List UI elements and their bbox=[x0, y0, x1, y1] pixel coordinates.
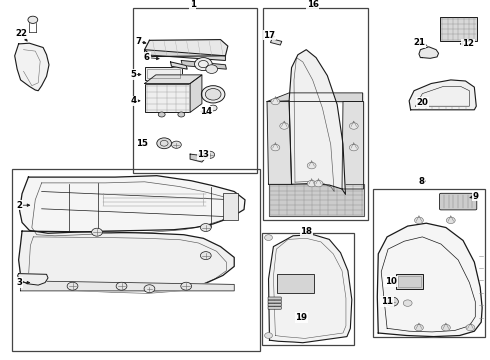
Bar bbox=[147, 69, 180, 78]
Circle shape bbox=[195, 58, 212, 71]
Text: 20: 20 bbox=[416, 98, 428, 107]
Circle shape bbox=[265, 333, 272, 338]
Circle shape bbox=[466, 324, 475, 331]
Polygon shape bbox=[270, 39, 282, 45]
Circle shape bbox=[116, 282, 127, 290]
Bar bbox=[277, 274, 314, 293]
Circle shape bbox=[265, 235, 272, 240]
Polygon shape bbox=[289, 50, 345, 194]
Circle shape bbox=[386, 297, 398, 306]
Circle shape bbox=[446, 217, 455, 224]
Text: 8: 8 bbox=[418, 177, 424, 186]
Bar bbox=[373, 189, 485, 337]
Polygon shape bbox=[20, 176, 245, 233]
Text: 17: 17 bbox=[264, 31, 275, 40]
Circle shape bbox=[441, 324, 450, 331]
Text: 11: 11 bbox=[381, 297, 393, 306]
Text: 3: 3 bbox=[17, 278, 23, 287]
Polygon shape bbox=[269, 184, 364, 216]
FancyBboxPatch shape bbox=[268, 297, 281, 300]
Bar bbox=[12, 169, 260, 351]
Text: 19: 19 bbox=[295, 313, 307, 322]
Text: 18: 18 bbox=[300, 227, 312, 236]
Text: 10: 10 bbox=[385, 277, 397, 286]
Circle shape bbox=[349, 144, 358, 151]
Polygon shape bbox=[419, 47, 439, 58]
Circle shape bbox=[280, 123, 289, 129]
Polygon shape bbox=[145, 50, 225, 60]
Polygon shape bbox=[342, 102, 364, 189]
Bar bbox=[263, 8, 368, 220]
Circle shape bbox=[158, 112, 165, 117]
Text: 21: 21 bbox=[413, 38, 425, 47]
Circle shape bbox=[307, 180, 316, 187]
Text: 16: 16 bbox=[307, 0, 318, 9]
Text: 9: 9 bbox=[472, 192, 478, 201]
Circle shape bbox=[201, 86, 225, 103]
Circle shape bbox=[314, 180, 323, 187]
Circle shape bbox=[92, 228, 102, 236]
Polygon shape bbox=[377, 223, 482, 337]
FancyBboxPatch shape bbox=[440, 193, 477, 210]
Polygon shape bbox=[21, 281, 234, 291]
Circle shape bbox=[28, 16, 38, 23]
Circle shape bbox=[415, 324, 423, 331]
Polygon shape bbox=[190, 75, 202, 112]
Text: 13: 13 bbox=[197, 150, 209, 159]
Circle shape bbox=[67, 282, 78, 290]
Bar bbox=[145, 67, 182, 80]
Polygon shape bbox=[15, 43, 49, 91]
Polygon shape bbox=[18, 274, 48, 285]
Circle shape bbox=[415, 217, 423, 224]
Bar bbox=[145, 84, 190, 112]
Text: 15: 15 bbox=[136, 139, 148, 148]
Polygon shape bbox=[190, 152, 206, 162]
Text: 2: 2 bbox=[17, 201, 23, 210]
Polygon shape bbox=[267, 101, 292, 184]
Circle shape bbox=[205, 151, 215, 158]
Circle shape bbox=[349, 123, 358, 129]
Circle shape bbox=[307, 162, 316, 169]
Circle shape bbox=[144, 285, 155, 293]
Circle shape bbox=[157, 138, 172, 149]
Polygon shape bbox=[145, 75, 202, 84]
Circle shape bbox=[172, 141, 181, 148]
Circle shape bbox=[271, 98, 280, 105]
FancyBboxPatch shape bbox=[268, 306, 281, 309]
Text: 4: 4 bbox=[131, 96, 137, 105]
Circle shape bbox=[200, 252, 211, 260]
Circle shape bbox=[181, 282, 192, 290]
Circle shape bbox=[200, 224, 211, 231]
Circle shape bbox=[205, 89, 221, 100]
Bar bbox=[396, 274, 423, 289]
Text: 5: 5 bbox=[131, 70, 137, 79]
Circle shape bbox=[403, 300, 412, 306]
Polygon shape bbox=[181, 60, 226, 69]
Bar bbox=[262, 233, 354, 345]
Circle shape bbox=[209, 105, 217, 111]
Circle shape bbox=[178, 112, 185, 117]
Circle shape bbox=[206, 65, 218, 73]
Bar bbox=[133, 8, 257, 173]
Text: 12: 12 bbox=[462, 40, 474, 49]
Bar bbox=[440, 17, 477, 41]
Polygon shape bbox=[267, 93, 363, 102]
Bar bbox=[223, 193, 238, 220]
Text: 7: 7 bbox=[136, 37, 142, 46]
Bar bbox=[398, 276, 421, 287]
Polygon shape bbox=[171, 62, 187, 69]
Text: 6: 6 bbox=[144, 53, 150, 62]
Text: 1: 1 bbox=[190, 0, 196, 9]
Polygon shape bbox=[145, 40, 228, 57]
FancyBboxPatch shape bbox=[268, 303, 281, 306]
Polygon shape bbox=[409, 80, 476, 110]
Text: 22: 22 bbox=[15, 29, 27, 38]
Polygon shape bbox=[19, 231, 234, 291]
FancyBboxPatch shape bbox=[268, 300, 281, 303]
Text: 14: 14 bbox=[200, 107, 212, 116]
Polygon shape bbox=[269, 235, 352, 343]
Circle shape bbox=[271, 144, 280, 151]
